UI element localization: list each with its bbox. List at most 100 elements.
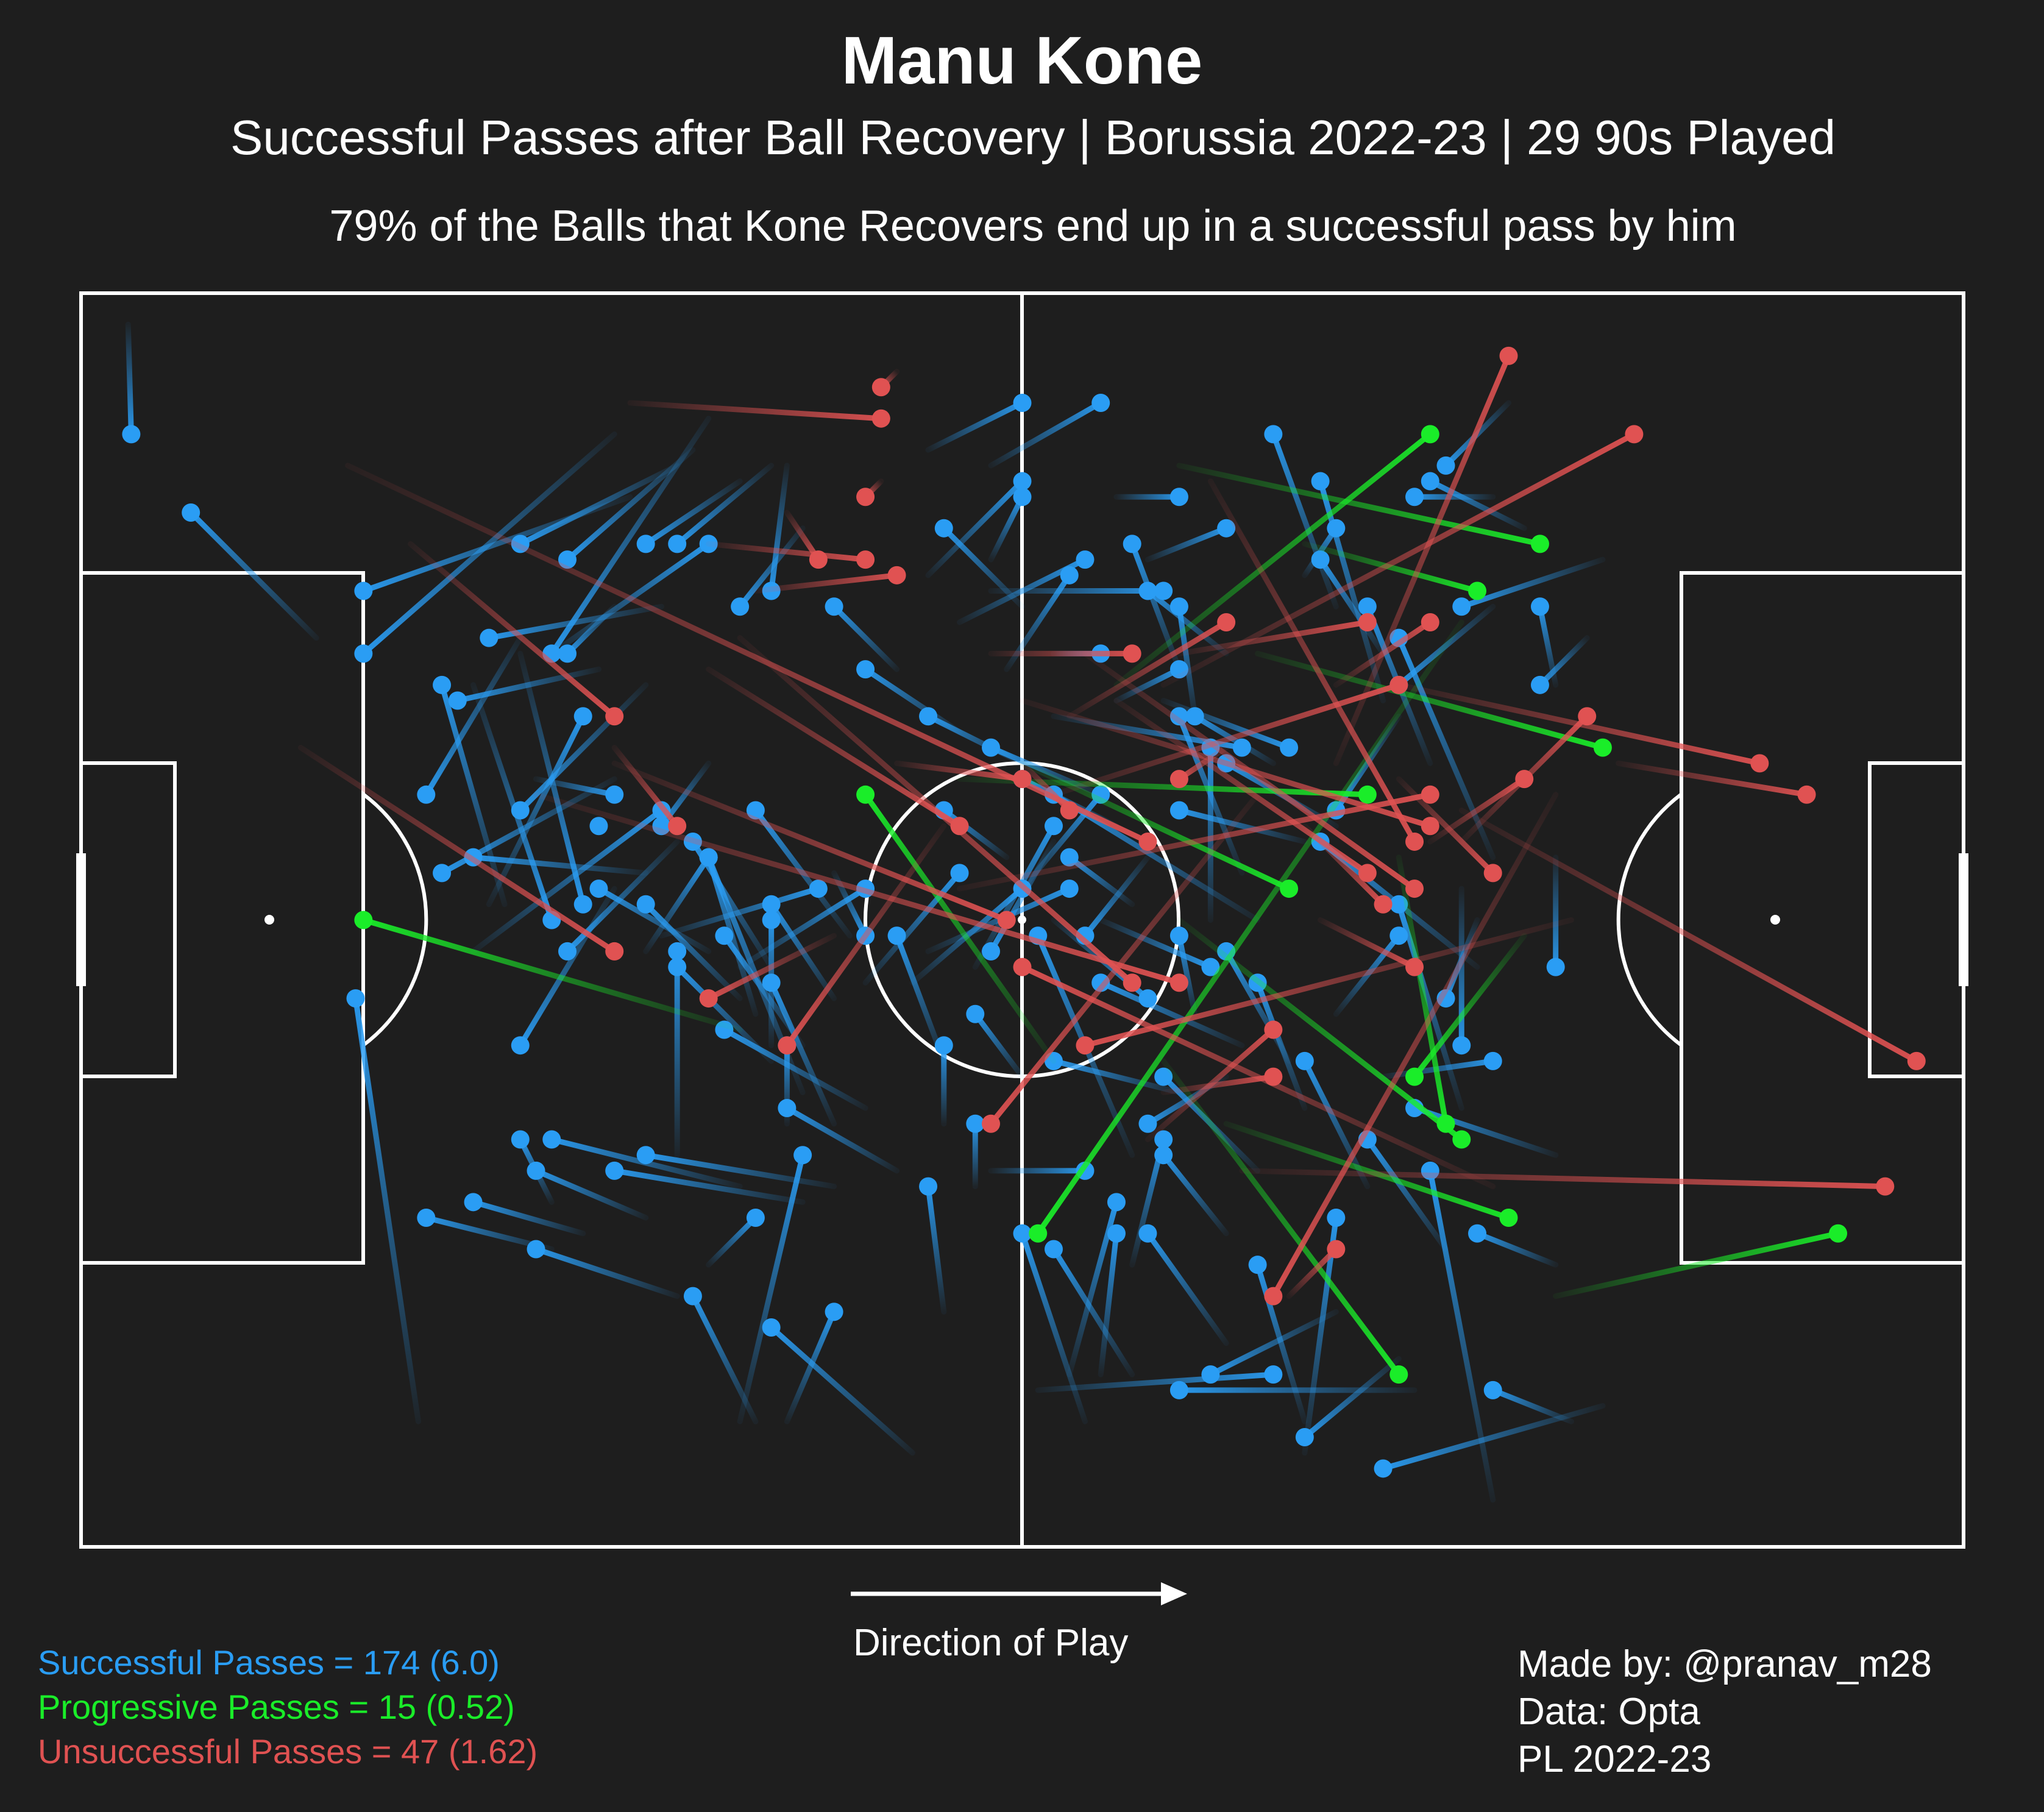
pass-end-point [1829, 1224, 1848, 1243]
pass-end-point [1044, 1240, 1063, 1259]
pass-end-point [683, 1287, 702, 1306]
pass-line [1207, 478, 1418, 845]
pass-end-point [448, 691, 467, 710]
pass-line [1616, 760, 1810, 798]
pass-end-point [1452, 597, 1471, 616]
pass-line [1113, 431, 1433, 688]
pass-end-point [1060, 566, 1079, 584]
pass-end-point [1389, 895, 1408, 914]
pass-end-point [699, 848, 718, 867]
pass-end-point [778, 1099, 797, 1118]
pass-line [1318, 556, 1386, 656]
pass-end-point [1248, 1256, 1267, 1274]
pass-line [1458, 808, 1920, 1064]
pass-line [1396, 776, 1496, 876]
pass-end-point [887, 566, 906, 584]
pass-end-point [966, 1114, 985, 1133]
pass-line [862, 870, 963, 986]
pass-line [1270, 792, 1559, 1299]
pass-end-point [1154, 581, 1173, 600]
pass-line [517, 463, 680, 547]
pass-end-point [433, 675, 452, 694]
pass-line [611, 1168, 806, 1205]
pass-end-point [919, 1177, 938, 1196]
pass-line [1255, 1262, 1308, 1424]
pass-end-point [1436, 456, 1455, 475]
pass-end-point [354, 644, 373, 663]
pass-line [188, 510, 319, 641]
pass-end-point [1169, 801, 1188, 820]
pass-line [297, 745, 617, 954]
pass-end-point [1374, 895, 1393, 914]
pass-end-point [1264, 425, 1283, 444]
pass-end-point [589, 817, 608, 836]
pass-line [1176, 713, 1245, 876]
pass-line [1427, 1168, 1496, 1503]
pass-line [737, 525, 806, 609]
pass-end-point [1169, 770, 1188, 789]
pass-line [1427, 478, 1527, 531]
pass-line [1113, 666, 1182, 704]
pass-end-point [731, 597, 750, 616]
pass-line [1082, 854, 1151, 939]
pass-end-point [1327, 1240, 1346, 1259]
pass-line [862, 792, 1057, 1064]
pass-line [972, 1011, 1025, 1080]
pass-line [784, 1309, 837, 1424]
pass-line [1537, 635, 1590, 688]
pass-line [1160, 1152, 1229, 1237]
pass-line [706, 1215, 759, 1268]
pass-line [988, 400, 1104, 469]
right-six-yard-box [1868, 761, 1965, 1078]
pass-end-point [1201, 958, 1220, 976]
pass-line [1176, 808, 1308, 845]
pass-end-point [1076, 1036, 1095, 1055]
pass-line [486, 713, 586, 908]
pass-end-point [1578, 707, 1597, 726]
pass-end-point [1123, 973, 1141, 992]
left-penalty-arc [362, 792, 428, 1047]
pass-end-point [182, 503, 200, 522]
pass-end-point [122, 425, 141, 444]
pass-end-point [1468, 1224, 1487, 1243]
pass-line [1396, 901, 1464, 1111]
pass-line [470, 854, 649, 876]
pass-line [1380, 1403, 1606, 1471]
pass-line [1176, 917, 1464, 1142]
pass-line [1020, 760, 1073, 814]
pass-end-point [1483, 1380, 1502, 1399]
pass-end-point [605, 707, 624, 726]
pass-end-point [1389, 1365, 1408, 1384]
pass-line [611, 745, 680, 829]
pass-line [1176, 745, 1229, 782]
pass-end-point [1421, 613, 1439, 631]
pass-end-point [1405, 958, 1424, 976]
pass-end-point [1530, 535, 1549, 553]
pass-end-point [464, 1193, 483, 1212]
pass-end-point [1264, 1365, 1283, 1384]
pass-line [1176, 619, 1371, 656]
pass-end-point [1169, 1380, 1188, 1399]
pass-end-point [1421, 817, 1439, 836]
pass-end-point [746, 1209, 765, 1228]
pass-line [627, 400, 884, 422]
pass-line [784, 510, 822, 563]
pass-end-point [1452, 1130, 1471, 1149]
pass-line [784, 1105, 900, 1174]
pass-end-point [1499, 346, 1518, 365]
pass-end-point [982, 942, 1001, 961]
pass-line [423, 635, 523, 798]
pass-end-point [589, 879, 608, 898]
pass-line [721, 1026, 868, 1111]
pass-end-point [1060, 801, 1079, 820]
pass-line [1051, 682, 1402, 798]
pass-end-point [1013, 770, 1032, 789]
direction-of-play-label: Direction of Play [853, 1622, 1129, 1664]
chart-subtitle: Successful Passes after Ball Recovery | … [230, 110, 1836, 165]
left-penalty-spot [264, 915, 274, 925]
pass-end-point [668, 942, 687, 961]
pass-line [1318, 478, 1386, 704]
pass-end-point [1907, 1051, 1926, 1070]
pass-line [988, 494, 1025, 563]
